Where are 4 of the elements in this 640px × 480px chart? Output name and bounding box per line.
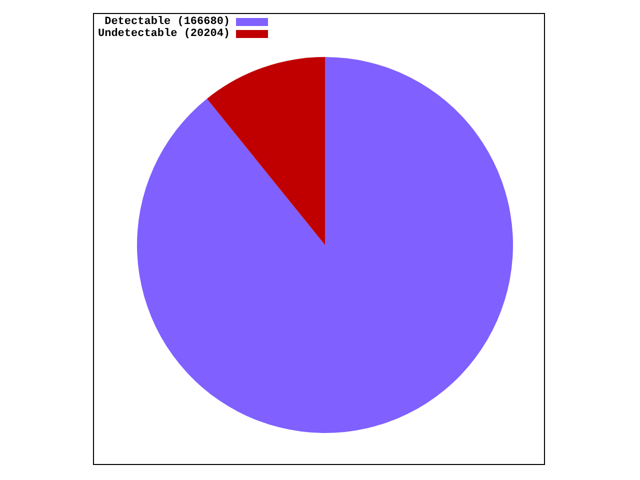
legend-label: Detectable (166680) <box>104 16 230 28</box>
pie-slice <box>206 57 325 245</box>
pie-slice <box>137 57 513 433</box>
legend-label: Undetectable (20204) <box>98 28 230 40</box>
